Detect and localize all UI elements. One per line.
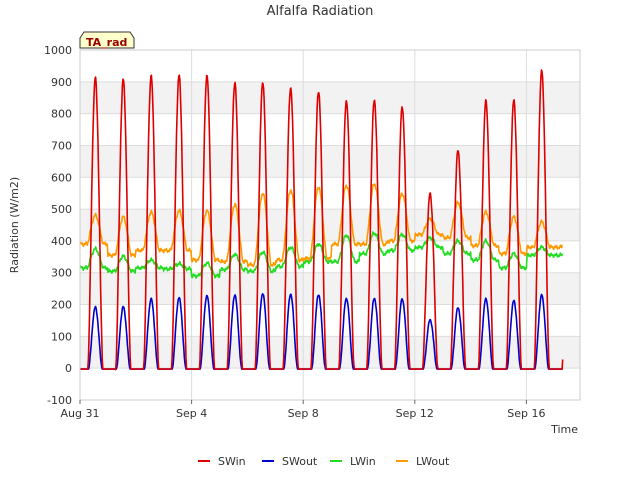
y-tick-label: -100 [47, 394, 72, 407]
y-axis-ticks: -100 0 100 200 300 400 500 600 700 800 900 1000 [44, 44, 72, 407]
legend-label-lwin: LWin [350, 455, 376, 468]
x-tick-label: Sep 12 [396, 407, 434, 420]
grid-band [80, 81, 580, 114]
x-axis-ticks: Aug 31 Sep 4 Sep 8 Sep 12 Sep 16 [61, 400, 546, 420]
y-tick-label: 1000 [44, 44, 72, 57]
grid-band [80, 50, 580, 82]
grid-band [80, 304, 580, 337]
grid-band [80, 209, 580, 241]
x-tick-label: Aug 31 [61, 407, 100, 420]
chart-title: Alfalfa Radiation [267, 4, 374, 19]
grid-band [80, 368, 580, 400]
grid-band [80, 177, 580, 210]
x-tick-label: Sep 4 [176, 407, 207, 420]
series-line-swin [79, 69, 564, 371]
legend-label-swout: SWout [282, 455, 318, 468]
x-tick-label: Sep 16 [507, 407, 545, 420]
y-tick-label: 500 [51, 203, 72, 216]
y-tick-label: 0 [65, 362, 72, 375]
grid-band [80, 272, 580, 305]
y-tick-label: 800 [51, 108, 72, 121]
series-layer [79, 69, 564, 371]
grid-band [80, 145, 580, 178]
y-tick-label: 700 [51, 139, 72, 152]
y-tick-label: 200 [51, 299, 72, 312]
annotation-tag: TA_rad [79, 31, 135, 49]
grid-band [80, 113, 580, 146]
grid-band [80, 336, 580, 369]
legend-label-lwout: LWout [416, 455, 450, 468]
y-tick-label: 600 [51, 171, 72, 184]
legend: SWin SWout LWin LWout [198, 455, 450, 468]
y-tick-label: 400 [51, 235, 72, 248]
y-tick-label: 900 [51, 76, 72, 89]
x-axis-label: Time [550, 423, 578, 436]
y-axis-label: Radiation (W/m2) [8, 177, 21, 273]
y-tick-label: 300 [51, 267, 72, 280]
plot-frame [79, 49, 581, 401]
annotation-tag-text: TA_rad [86, 36, 127, 49]
x-tick-label: Sep 8 [288, 407, 319, 420]
legend-label-swin: SWin [218, 455, 246, 468]
y-tick-label: 100 [51, 330, 72, 343]
